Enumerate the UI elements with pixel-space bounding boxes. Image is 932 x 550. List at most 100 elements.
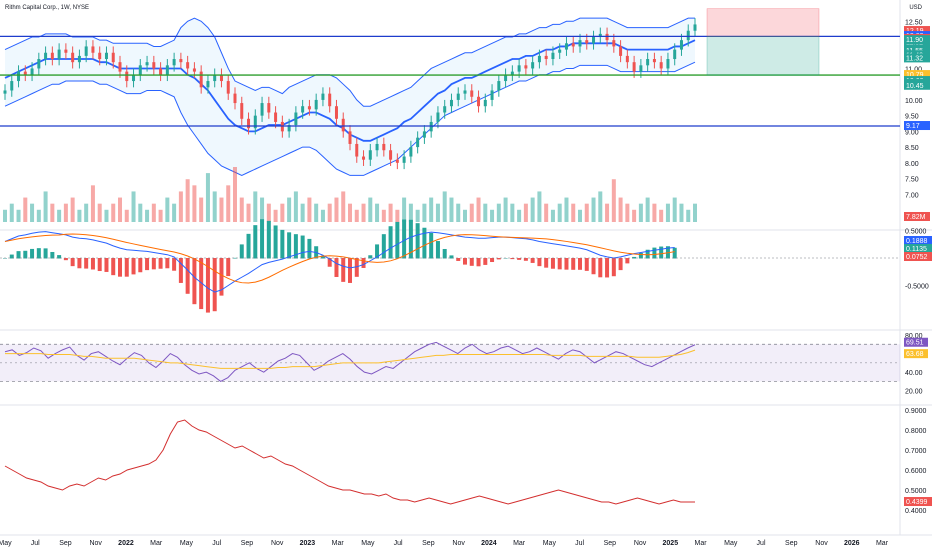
volume-bar: [320, 209, 325, 222]
macd-histogram-bar: [388, 226, 393, 259]
price-candle: [348, 131, 352, 144]
volume-bar: [388, 203, 393, 222]
volume-bar: [36, 209, 41, 222]
volume-bar: [686, 209, 691, 222]
price-label: 11.32: [906, 55, 923, 62]
price-candle: [619, 46, 623, 56]
macd-histogram-bar: [239, 244, 244, 259]
lower-label-box: [904, 497, 932, 507]
price-candle: [314, 99, 318, 110]
price-candle: [172, 59, 176, 66]
price-candle: [213, 74, 217, 82]
macd-histogram-bar: [111, 258, 116, 276]
time-axis-tick: Sep: [785, 540, 798, 547]
macd-label: 0.1888: [906, 238, 928, 245]
volume-bar: [84, 203, 89, 222]
time-axis-tick: May: [724, 540, 738, 547]
macd-histogram-bar: [435, 241, 440, 259]
volume-bar: [30, 203, 35, 222]
volume-bar: [63, 203, 68, 222]
price-label-box: [904, 80, 930, 90]
volume-bar: [530, 197, 535, 222]
volume-bar: [118, 197, 122, 222]
macd-histogram-bar: [496, 258, 501, 260]
price-label-box: [904, 121, 930, 131]
price-candle: [362, 156, 366, 160]
price-axis-tick: 11.00: [905, 66, 922, 73]
price-candle: [30, 68, 34, 75]
macd-histogram-bar: [287, 232, 292, 259]
price-label: 10.79: [906, 72, 924, 79]
price-candle: [10, 81, 14, 91]
macd-histogram-bar: [625, 258, 630, 264]
volume-bar: [219, 197, 224, 222]
lower-axis-tick: 0.8000: [905, 428, 927, 435]
macd-histogram-bar: [273, 225, 278, 259]
volume-bar: [16, 209, 21, 222]
price-candle: [564, 43, 568, 50]
volume-bar: [300, 203, 305, 222]
volume-bar: [598, 191, 603, 222]
macd-histogram-bar: [422, 227, 427, 259]
price-label: 11.90: [906, 37, 923, 44]
price-candle: [152, 62, 156, 69]
macd-histogram-bar: [354, 258, 359, 277]
volume-bar: [327, 203, 332, 222]
price-candle: [44, 52, 48, 60]
macd-label: 0.1135: [906, 246, 927, 253]
macd-histogram-bar: [266, 220, 271, 259]
volume-bar: [178, 191, 183, 222]
price-candle: [402, 156, 406, 163]
bollinger-upper-line: [4, 17, 695, 107]
price-candle: [328, 93, 332, 107]
price-candle: [64, 49, 68, 53]
macd-histogram-bar: [415, 223, 420, 259]
time-axis-tick: Mar: [150, 540, 163, 547]
time-axis-tick: May: [0, 540, 12, 547]
time-axis-tick: Nov: [89, 540, 102, 547]
price-candle: [321, 93, 325, 100]
macd-histogram-bar: [36, 248, 41, 259]
macd-histogram-bar: [97, 258, 102, 272]
volume-bar: [490, 209, 495, 222]
price-candle: [23, 71, 27, 75]
macd-histogram-bar: [584, 258, 589, 271]
macd-signal-line: [4, 233, 675, 284]
price-candle: [301, 106, 305, 113]
volume-bar: [348, 203, 352, 222]
volume-bar: [104, 209, 109, 222]
macd-histogram-bar: [463, 258, 467, 265]
macd-histogram-bar: [402, 219, 407, 259]
volume-bar: [165, 197, 170, 222]
volume-bar: [408, 203, 413, 222]
price-candle: [531, 62, 535, 69]
price-candle: [334, 106, 338, 119]
price-label: 9.17: [906, 123, 920, 130]
macd-histogram-bar: [16, 251, 21, 259]
price-axis-tick: 10.00: [905, 98, 923, 105]
volume-bar: [415, 209, 420, 222]
macd-histogram-bar: [138, 258, 143, 273]
price-candle: [686, 30, 690, 41]
price-candle: [490, 90, 494, 100]
volume-bar: [172, 203, 177, 222]
macd-histogram-bar: [158, 258, 163, 269]
macd-histogram-bar: [537, 258, 542, 267]
volume-bar: [192, 185, 197, 222]
volume-bar: [341, 191, 346, 222]
volume-bar: [469, 203, 474, 222]
macd-histogram-bar: [442, 248, 447, 259]
price-candle: [470, 90, 474, 97]
macd-histogram-bar: [131, 258, 136, 275]
macd-histogram-bar: [77, 258, 82, 269]
time-axis-tick: 2026: [844, 540, 860, 547]
price-candle: [294, 112, 298, 126]
volume-bar: [605, 203, 610, 222]
macd-histogram-bar: [178, 258, 183, 283]
volume-bar: [611, 179, 616, 222]
macd-histogram-bar: [327, 258, 332, 267]
time-axis-tick: May: [180, 540, 194, 547]
volume-bar: [517, 209, 522, 222]
time-axis-tick: Jul: [31, 540, 40, 547]
